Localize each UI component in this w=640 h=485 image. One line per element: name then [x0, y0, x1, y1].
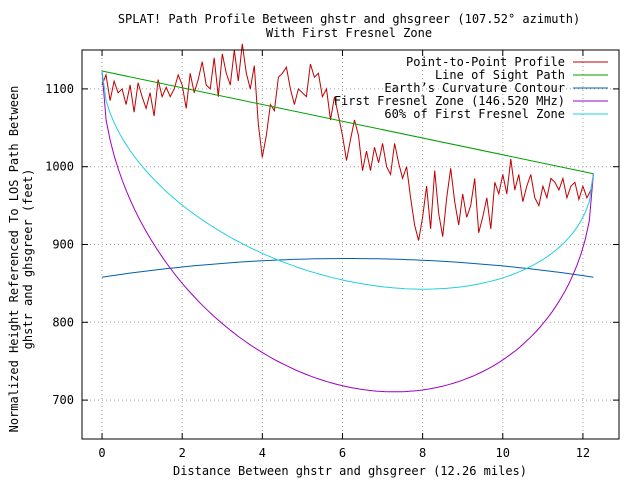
y-axis-label-line1: Normalized Height Referenced To LOS Path… — [7, 86, 21, 433]
x-tick-label: 2 — [179, 446, 186, 460]
legend-label-4: 60% of First Fresnel Zone — [384, 107, 565, 121]
series-line-0 — [101, 43, 594, 241]
y-tick-label: 900 — [52, 238, 74, 252]
y-tick-label: 800 — [52, 315, 74, 329]
y-tick-label: 1100 — [45, 82, 74, 96]
series-layer — [101, 43, 594, 393]
legend-label-3: First Fresnel Zone (146.520 MHz) — [334, 94, 565, 108]
series-line-3 — [101, 70, 594, 393]
ticks: 0 2 4 6 8 10 12 700 800 900 1000 1100 — [45, 50, 619, 460]
x-tick-label: 10 — [496, 446, 510, 460]
x-tick-label: 8 — [419, 446, 426, 460]
legend-label-0: Point-to-Point Profile — [406, 55, 565, 69]
grid — [82, 50, 619, 439]
x-tick-label: 0 — [98, 446, 105, 460]
series-line-1 — [101, 70, 594, 175]
legend-label-1: Line of Sight Path — [435, 68, 565, 82]
series-line-2 — [101, 258, 594, 278]
y-axis-label-line2: ghstr and ghsgreer (feet) — [21, 169, 35, 350]
y-tick-label: 700 — [52, 393, 74, 407]
chart-subtitle: With First Fresnel Zone — [266, 26, 432, 40]
legend-label-2: Earth’s Curvature Contour — [384, 81, 565, 95]
y-tick-label: 1000 — [45, 160, 74, 174]
x-tick-label: 4 — [259, 446, 266, 460]
x-tick-label: 6 — [339, 446, 346, 460]
x-tick-label: 12 — [576, 446, 590, 460]
x-axis-label: Distance Between ghstr and ghsgreer (12.… — [173, 464, 527, 478]
chart-title: SPLAT! Path Profile Between ghstr and gh… — [118, 12, 580, 26]
series-line-4 — [101, 70, 594, 290]
